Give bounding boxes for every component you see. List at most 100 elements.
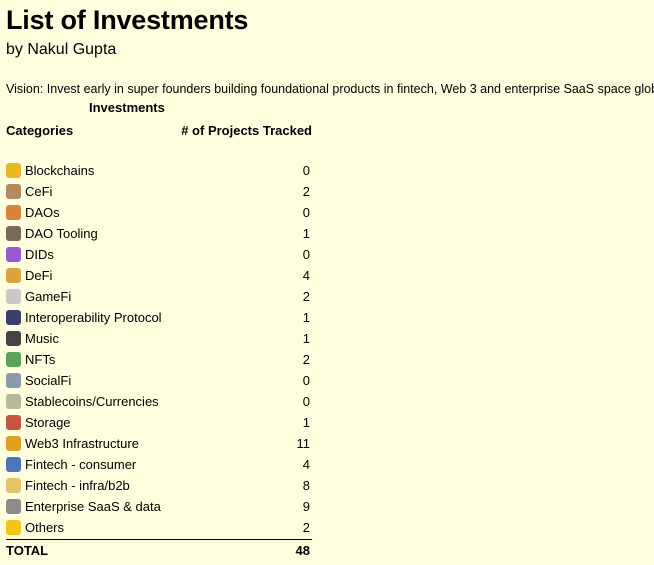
table-row: Stablecoins/Currencies 0 bbox=[6, 391, 312, 412]
author-subtitle: by Nakul Gupta bbox=[6, 41, 117, 58]
category-label: Interoperability Protocol bbox=[25, 310, 162, 325]
table-row: Music 1 bbox=[6, 328, 312, 349]
total-row: TOTAL 48 bbox=[6, 539, 312, 560]
table-row: Web3 Infrastructure 11 bbox=[6, 433, 312, 454]
project-count: 2 bbox=[302, 289, 310, 304]
category-cell: DIDs bbox=[6, 247, 54, 262]
category-cell: DAO Tooling bbox=[6, 226, 98, 241]
project-count: 0 bbox=[302, 163, 310, 178]
table-row: NFTs 2 bbox=[6, 349, 312, 370]
category-label: CeFi bbox=[25, 184, 53, 199]
table-row: SocialFi 0 bbox=[6, 370, 312, 391]
table-row: DAOs 0 bbox=[6, 202, 312, 223]
currency-exchange-icon bbox=[6, 394, 21, 409]
table-row: Storage 1 bbox=[6, 412, 312, 433]
construction-worker-icon bbox=[6, 436, 21, 451]
table-header-row: Categories # of Projects Tracked bbox=[6, 120, 312, 141]
table-row: DIDs 0 bbox=[6, 244, 312, 265]
music-note-icon bbox=[6, 331, 21, 346]
category-cell: Others bbox=[6, 520, 64, 535]
table-row: Fintech - infra/b2b 8 bbox=[6, 475, 312, 496]
projects-column-header: # of Projects Tracked bbox=[181, 123, 312, 138]
ledger-icon bbox=[6, 163, 21, 178]
total-label: TOTAL bbox=[6, 543, 49, 558]
project-count: 4 bbox=[302, 268, 310, 283]
table-row: Blockchains 0 bbox=[6, 160, 312, 181]
category-cell: Music bbox=[6, 331, 59, 346]
category-cell: NFTs bbox=[6, 352, 55, 367]
project-count: 1 bbox=[302, 226, 310, 241]
project-count: 2 bbox=[302, 184, 310, 199]
project-count: 0 bbox=[302, 247, 310, 262]
categories-column-header: Categories bbox=[6, 123, 74, 138]
category-cell: CeFi bbox=[6, 184, 52, 199]
project-count: 8 bbox=[302, 478, 310, 493]
category-cell: GameFi bbox=[6, 289, 71, 304]
table-row: Others 2 bbox=[6, 517, 312, 538]
classical-building-icon bbox=[6, 499, 21, 514]
hammer-icon bbox=[6, 226, 21, 241]
storage-icon bbox=[6, 415, 21, 430]
project-count: 1 bbox=[302, 331, 310, 346]
category-label: Stablecoins/Currencies bbox=[25, 394, 159, 409]
investments-group-header: Investments bbox=[89, 100, 165, 115]
category-label: Blockchains bbox=[25, 163, 95, 178]
category-label: Fintech - infra/b2b bbox=[25, 478, 130, 493]
vision-statement: Vision: Invest early in super founders b… bbox=[6, 82, 654, 96]
category-label: Fintech - consumer bbox=[25, 457, 137, 472]
category-label: DeFi bbox=[25, 268, 53, 283]
category-label: DIDs bbox=[25, 247, 54, 262]
atm-icon bbox=[6, 457, 21, 472]
project-count: 1 bbox=[302, 415, 310, 430]
category-cell: DAOs bbox=[6, 205, 60, 220]
project-count: 11 bbox=[296, 436, 311, 451]
category-label: Storage bbox=[25, 415, 71, 430]
category-cell: Web3 Infrastructure bbox=[6, 436, 139, 451]
category-cell: Storage bbox=[6, 415, 71, 430]
framed-picture-icon bbox=[6, 352, 21, 367]
category-label: Music bbox=[25, 331, 59, 346]
total-value: 48 bbox=[295, 543, 310, 558]
bank-icon bbox=[6, 184, 21, 199]
category-label: NFTs bbox=[25, 352, 56, 367]
category-cell: Interoperability Protocol bbox=[6, 310, 162, 325]
category-label: GameFi bbox=[25, 289, 72, 304]
category-label: DAOs bbox=[25, 205, 60, 220]
people-icon bbox=[6, 205, 21, 220]
category-label: Enterprise SaaS & data bbox=[25, 499, 161, 514]
table-row: DeFi 4 bbox=[6, 265, 312, 286]
project-count: 2 bbox=[302, 352, 310, 367]
page-title: List of Investments bbox=[6, 5, 249, 35]
table-body: Blockchains 0 CeFi 2 DAOs 0 DAO Tooling 1 DIDs 0 D… bbox=[6, 160, 312, 538]
header-spacer bbox=[6, 141, 312, 160]
project-count: 4 bbox=[302, 457, 310, 472]
project-count: 2 bbox=[302, 520, 310, 535]
category-label: DAO Tooling bbox=[25, 226, 98, 241]
table-row: GameFi 2 bbox=[6, 286, 312, 307]
project-count: 1 bbox=[302, 310, 310, 325]
category-label: Web3 Infrastructure bbox=[25, 436, 139, 451]
page: List of Investments by Nakul Gupta Visio… bbox=[6, 0, 654, 558]
bridge-icon bbox=[6, 310, 21, 325]
phone-icon bbox=[6, 373, 21, 388]
category-cell: Enterprise SaaS & data bbox=[6, 499, 161, 514]
project-count: 9 bbox=[302, 499, 310, 514]
category-label: SocialFi bbox=[25, 373, 72, 388]
table-row: CeFi 2 bbox=[6, 181, 312, 202]
smiley-icon bbox=[6, 520, 21, 535]
category-cell: SocialFi bbox=[6, 373, 71, 388]
category-cell: Blockchains bbox=[6, 163, 94, 178]
project-count: 0 bbox=[302, 394, 310, 409]
id-icon bbox=[6, 247, 21, 262]
money-bag-icon bbox=[6, 268, 21, 283]
table-row: Fintech - consumer 4 bbox=[6, 454, 312, 475]
table-row: Interoperability Protocol 1 bbox=[6, 307, 312, 328]
category-cell: Stablecoins/Currencies bbox=[6, 394, 159, 409]
category-cell: DeFi bbox=[6, 268, 52, 283]
table-row: Enterprise SaaS & data 9 bbox=[6, 496, 312, 517]
construction-crane-icon bbox=[6, 478, 21, 493]
dice-icon bbox=[6, 289, 21, 304]
category-cell: Fintech - consumer bbox=[6, 457, 136, 472]
project-count: 0 bbox=[302, 373, 310, 388]
investments-table: Categories # of Projects Tracked Blockch… bbox=[6, 120, 312, 560]
